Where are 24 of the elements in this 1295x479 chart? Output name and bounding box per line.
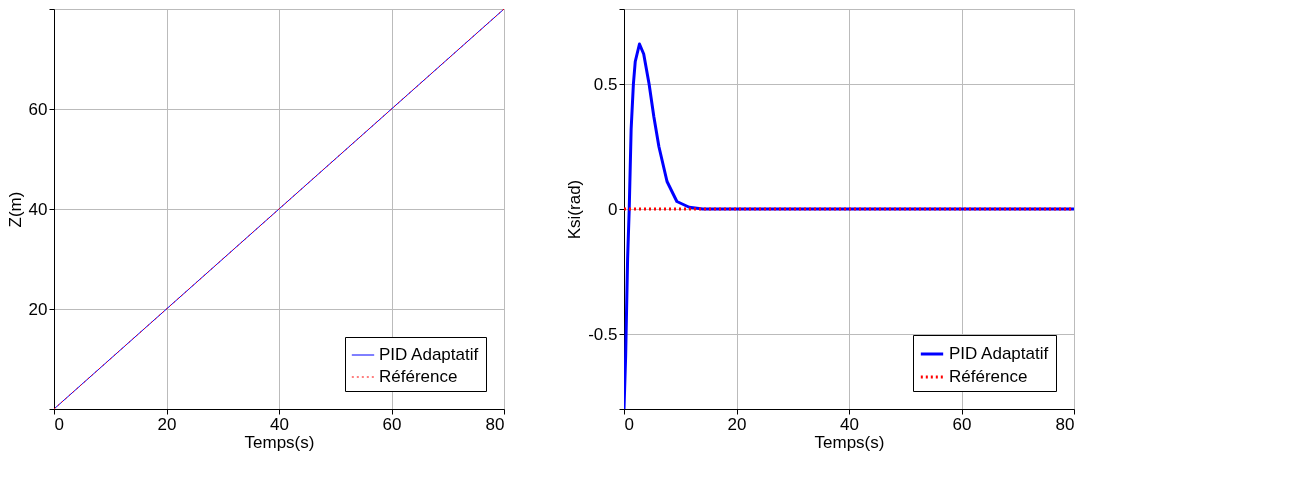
y-tick-label: 40: [28, 199, 48, 219]
x-tick-label: 20: [727, 414, 747, 434]
legend-label: PID Adaptatif: [949, 344, 1049, 363]
x-tick-label: 20: [157, 414, 177, 434]
y-tick-label: 0: [608, 199, 618, 219]
x-tick-label: 80: [1055, 414, 1075, 434]
y-axis-title: Z(m): [5, 191, 25, 228]
y-tick-label: 20: [28, 299, 48, 319]
y-tick-label: -0.5: [588, 324, 618, 344]
x-tick-label: 40: [270, 414, 289, 434]
x-tick-label: 0: [624, 414, 634, 434]
x-axis-title: Temps(s): [814, 432, 885, 452]
x-tick-label: 0: [54, 414, 64, 434]
y-axis-title: Ksi(rad): [565, 179, 585, 240]
x-tick-label: 40: [840, 414, 859, 434]
x-tick-label: 60: [382, 414, 402, 434]
legend-label: Référence: [949, 367, 1028, 386]
x-axis-title: Temps(s): [244, 432, 315, 452]
y-tick-label: 60: [28, 99, 48, 119]
x-tick-label: 80: [485, 414, 505, 434]
y-tick-label: 0.5: [593, 74, 618, 94]
legend-label: PID Adaptatif: [379, 345, 479, 364]
x-tick-label: 60: [952, 414, 972, 434]
legend-label: Référence: [379, 367, 458, 386]
